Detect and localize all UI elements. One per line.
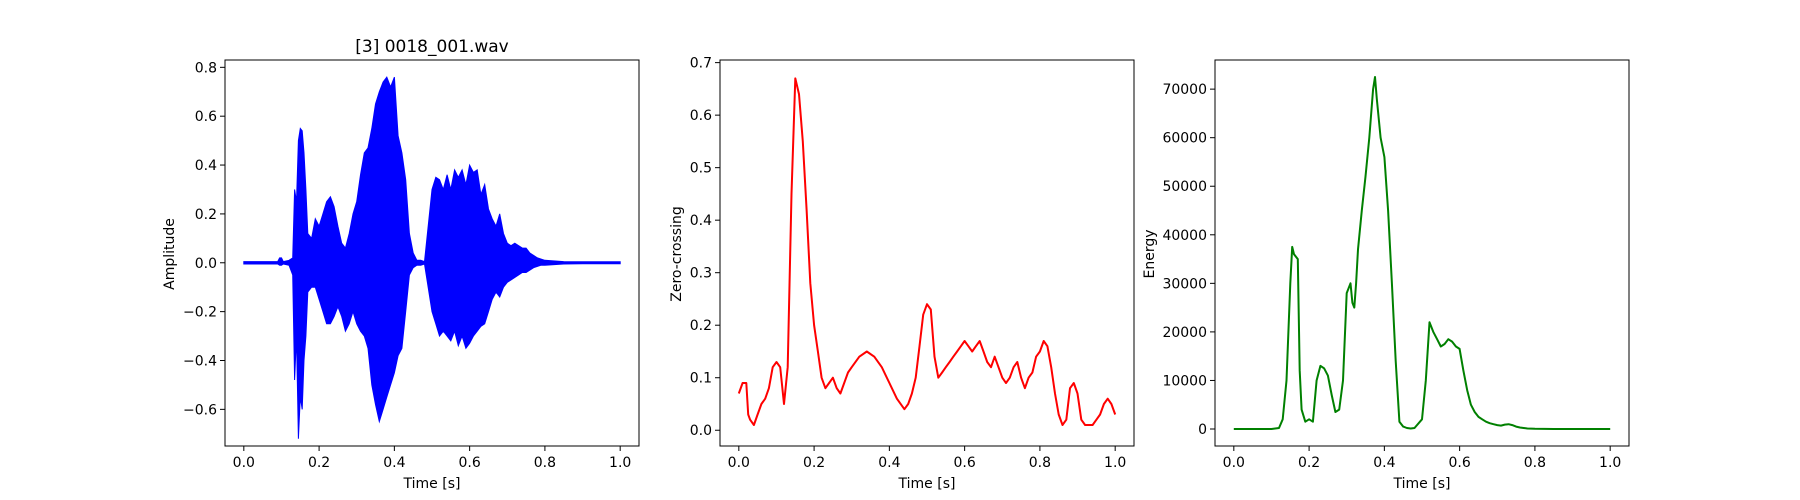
energy-y-tick-label: 20000	[1162, 325, 1207, 341]
zero-crossing-y-label: Zero-crossing	[669, 206, 685, 301]
zero-crossing-x-tick-label: 0.4	[878, 455, 900, 471]
waveform-y-label: Amplitude	[162, 218, 178, 290]
waveform-x-label: Time [s]	[403, 476, 461, 492]
energy-x-tick-label: 0.2	[1298, 455, 1320, 471]
zero-crossing-y-tick-label: 0.3	[690, 266, 712, 282]
waveform-x-tick-label: 0.8	[534, 455, 556, 471]
waveform-y-tick-label: 0.2	[195, 207, 217, 223]
energy-y-label: Energy	[1142, 229, 1158, 278]
zero-crossing-y-tick-label: 0.2	[690, 318, 712, 334]
energy-plot-frame	[1214, 59, 1630, 447]
waveform-x-tick-label: 0.2	[308, 455, 330, 471]
zero-crossing-y-tick-label: 0.6	[690, 108, 712, 124]
zero-crossing-panel: Time [s] Zero-crossing 0.0 0.2 0.4 0.6 0.8 1.…	[669, 56, 1135, 492]
zero-crossing-x-tick-label: 0.8	[1029, 455, 1051, 471]
waveform-x-tick-label: 1.0	[609, 455, 631, 471]
zero-crossing-x-tick-label: 0.6	[954, 455, 976, 471]
zero-crossing-y-tick-label: 0.1	[690, 371, 712, 387]
zero-crossing-plot-frame	[719, 59, 1135, 447]
waveform-x-tick-label: 0.6	[459, 455, 481, 471]
zero-crossing-y-tick-label: 0.5	[690, 161, 712, 177]
waveform-series	[243, 76, 621, 439]
zero-crossing-y-tick-label: 0.7	[690, 56, 712, 72]
waveform-y-tick-label: −0.2	[183, 305, 217, 321]
energy-x-tick-label: 0.6	[1449, 455, 1471, 471]
energy-y-tick-label: 40000	[1162, 228, 1207, 244]
energy-x-tick-label: 0.8	[1524, 455, 1546, 471]
zero-crossing-y-tick-label: 0.0	[690, 423, 712, 439]
zero-crossing-x-tick-label: 1.0	[1104, 455, 1126, 471]
zero-crossing-x-tick-label: 0.0	[728, 455, 750, 471]
energy-y-tick-label: 30000	[1162, 276, 1207, 292]
energy-y-tick-label: 10000	[1162, 373, 1207, 389]
energy-panel: Time [s] Energy 0.0 0.2 0.4 0.6 0.8 1.0 0 10000…	[1142, 59, 1630, 492]
zero-crossing-x-label: Time [s]	[898, 476, 956, 492]
energy-y-tick-label: 70000	[1162, 82, 1207, 98]
energy-y-tick-label: 0	[1198, 422, 1207, 438]
waveform-y-tick-label: 0.0	[195, 256, 217, 272]
energy-y-tick-label: 50000	[1162, 179, 1207, 195]
zero-crossing-y-tick-label: 0.4	[690, 213, 712, 229]
zero-crossing-x-tick-label: 0.2	[803, 455, 825, 471]
waveform-y-tick-label: −0.4	[183, 353, 217, 369]
energy-x-tick-label: 0.0	[1223, 455, 1245, 471]
energy-x-label: Time [s]	[1393, 476, 1451, 492]
energy-y-tick-label: 60000	[1162, 131, 1207, 147]
energy-x-tick-label: 0.4	[1373, 455, 1395, 471]
energy-series-line	[1233, 76, 1611, 430]
zero-crossing-series-line	[737, 77, 1117, 426]
waveform-title: [3] 0018_001.wav	[355, 37, 508, 57]
waveform-plot-frame	[224, 59, 640, 447]
energy-x-tick-label: 1.0	[1599, 455, 1621, 471]
waveform-y-tick-label: −0.6	[183, 402, 217, 418]
waveform-y-tick-label: 0.4	[195, 158, 217, 174]
waveform-x-tick-label: 0.4	[383, 455, 405, 471]
waveform-y-tick-label: 0.6	[195, 109, 217, 125]
waveform-panel: [3] 0018_001.wav Time [s] Amplitude 0.0 0…	[162, 37, 640, 492]
waveform-x-tick-label: 0.0	[233, 455, 255, 471]
waveform-y-tick-label: 0.8	[195, 60, 217, 76]
